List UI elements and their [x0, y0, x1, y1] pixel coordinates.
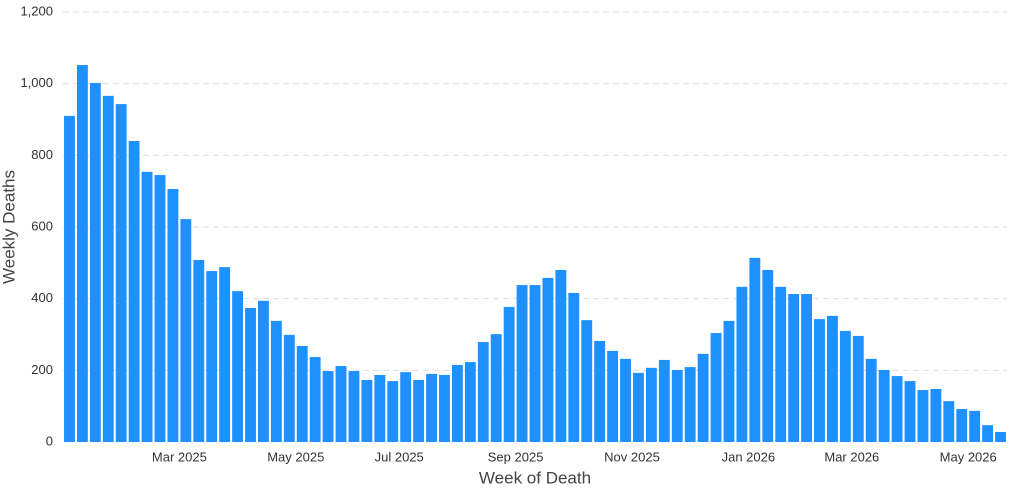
bar [852, 335, 864, 442]
bar [219, 267, 231, 442]
bar [348, 371, 360, 442]
y-tick-label: 1,000 [20, 75, 53, 90]
bar [736, 286, 748, 442]
bar [826, 315, 838, 442]
bar [309, 357, 321, 442]
bar [982, 425, 994, 442]
bar [995, 431, 1006, 442]
x-tick-label: May 2026 [940, 449, 997, 464]
bar [878, 369, 890, 442]
bar [89, 82, 101, 442]
bar [607, 350, 619, 442]
y-tick-label: 800 [31, 147, 53, 162]
y-tick-label: 0 [46, 433, 53, 448]
bar [128, 141, 140, 442]
bar [555, 270, 567, 442]
bar [477, 342, 489, 442]
bar [374, 374, 386, 442]
x-tick-label: Mar 2025 [152, 449, 207, 464]
x-tick-label: Mar 2026 [824, 449, 879, 464]
bar [723, 320, 735, 442]
x-axis-title: Week of Death [479, 468, 591, 487]
bar [788, 294, 800, 442]
bar [620, 358, 631, 442]
bar [814, 319, 825, 442]
bar [529, 285, 541, 442]
y-tick-label: 200 [31, 362, 53, 377]
bar [232, 291, 244, 442]
bar [542, 277, 554, 442]
bar [568, 292, 580, 442]
bar [258, 300, 269, 442]
bar [891, 376, 903, 442]
bar [594, 340, 606, 442]
bar [180, 219, 192, 442]
bar [904, 381, 916, 442]
bar [193, 259, 205, 442]
x-tick-label: Sep 2025 [488, 449, 544, 464]
bar [154, 175, 166, 442]
bar [633, 372, 644, 442]
bar [141, 171, 153, 443]
bar [464, 362, 476, 442]
bar [387, 381, 399, 442]
bar [710, 333, 722, 442]
bar [335, 366, 347, 442]
bar [839, 330, 851, 442]
bar [167, 189, 179, 442]
bar [697, 353, 709, 442]
bar [645, 367, 657, 442]
bar [658, 359, 670, 442]
bar [490, 334, 502, 442]
bar [64, 115, 75, 443]
bar [426, 373, 437, 442]
bar [206, 271, 218, 442]
bar [115, 104, 127, 442]
bar [451, 364, 463, 442]
bar [581, 320, 593, 442]
bar [102, 95, 114, 442]
x-tick-label: Jan 2026 [722, 449, 776, 464]
bar [969, 410, 981, 442]
bar [762, 270, 774, 442]
y-tick-label: 1,200 [20, 3, 53, 18]
x-tick-label: May 2025 [267, 449, 324, 464]
bar [400, 372, 412, 442]
bar [413, 380, 425, 442]
bar [516, 285, 528, 442]
bar [439, 374, 450, 442]
bar [943, 401, 955, 442]
y-tick-label: 400 [31, 290, 53, 305]
x-tick-label: Nov 2025 [604, 449, 660, 464]
y-axis-title: Weekly Deaths [0, 170, 18, 284]
bar [76, 65, 88, 443]
bar [270, 320, 282, 442]
bar [865, 358, 877, 442]
bar [956, 409, 968, 442]
bar [684, 367, 696, 442]
bar [283, 334, 295, 442]
x-tick-label: Jul 2025 [375, 449, 424, 464]
bar [671, 369, 683, 442]
bar [296, 345, 308, 442]
bar [749, 257, 761, 442]
y-tick-label: 600 [31, 218, 53, 233]
bar [503, 306, 515, 442]
bar [775, 286, 787, 442]
bar [245, 307, 256, 442]
bar [930, 388, 942, 442]
bar [801, 294, 812, 442]
bar [322, 371, 334, 442]
bar [917, 390, 929, 442]
bar [361, 380, 373, 442]
